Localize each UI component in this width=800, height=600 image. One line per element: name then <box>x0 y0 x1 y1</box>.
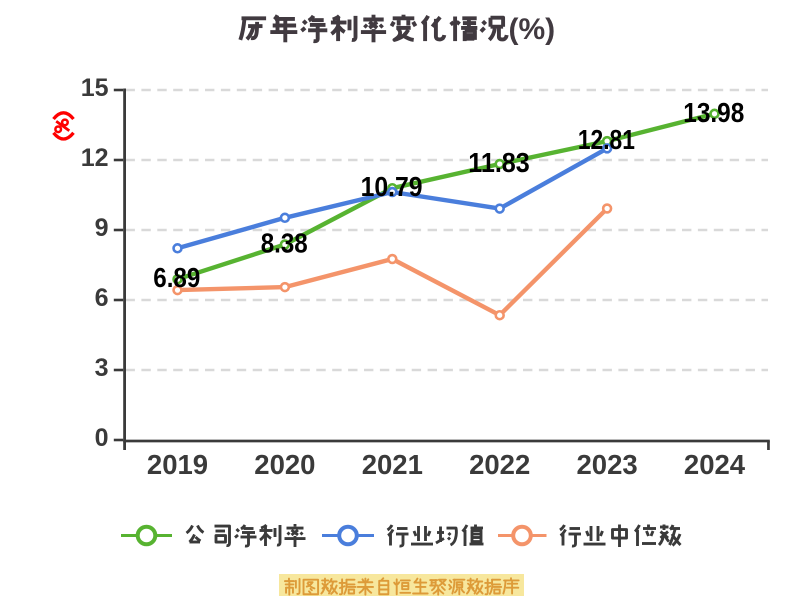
svg-text:6.89: 6.89 <box>153 262 200 293</box>
svg-text:8.38: 8.38 <box>261 228 308 259</box>
svg-text:2024: 2024 <box>684 449 746 480</box>
svg-text:2020: 2020 <box>254 449 315 480</box>
svg-text:11.83: 11.83 <box>468 147 530 178</box>
svg-text:(%): (%) <box>509 13 556 46</box>
svg-text:0: 0 <box>95 424 109 452</box>
svg-text:13.98: 13.98 <box>683 97 744 128</box>
svg-text:10.79: 10.79 <box>361 171 423 202</box>
svg-text:2019: 2019 <box>147 449 208 480</box>
svg-text:2022: 2022 <box>469 449 530 480</box>
svg-text:9: 9 <box>95 214 109 242</box>
svg-text:6: 6 <box>95 284 109 312</box>
svg-text:12: 12 <box>81 144 109 172</box>
svg-text:2021: 2021 <box>362 449 423 480</box>
svg-text:2023: 2023 <box>577 449 638 480</box>
svg-text:3: 3 <box>95 354 109 382</box>
svg-text:12.81: 12.81 <box>578 124 635 155</box>
svg-text:15: 15 <box>81 74 109 102</box>
